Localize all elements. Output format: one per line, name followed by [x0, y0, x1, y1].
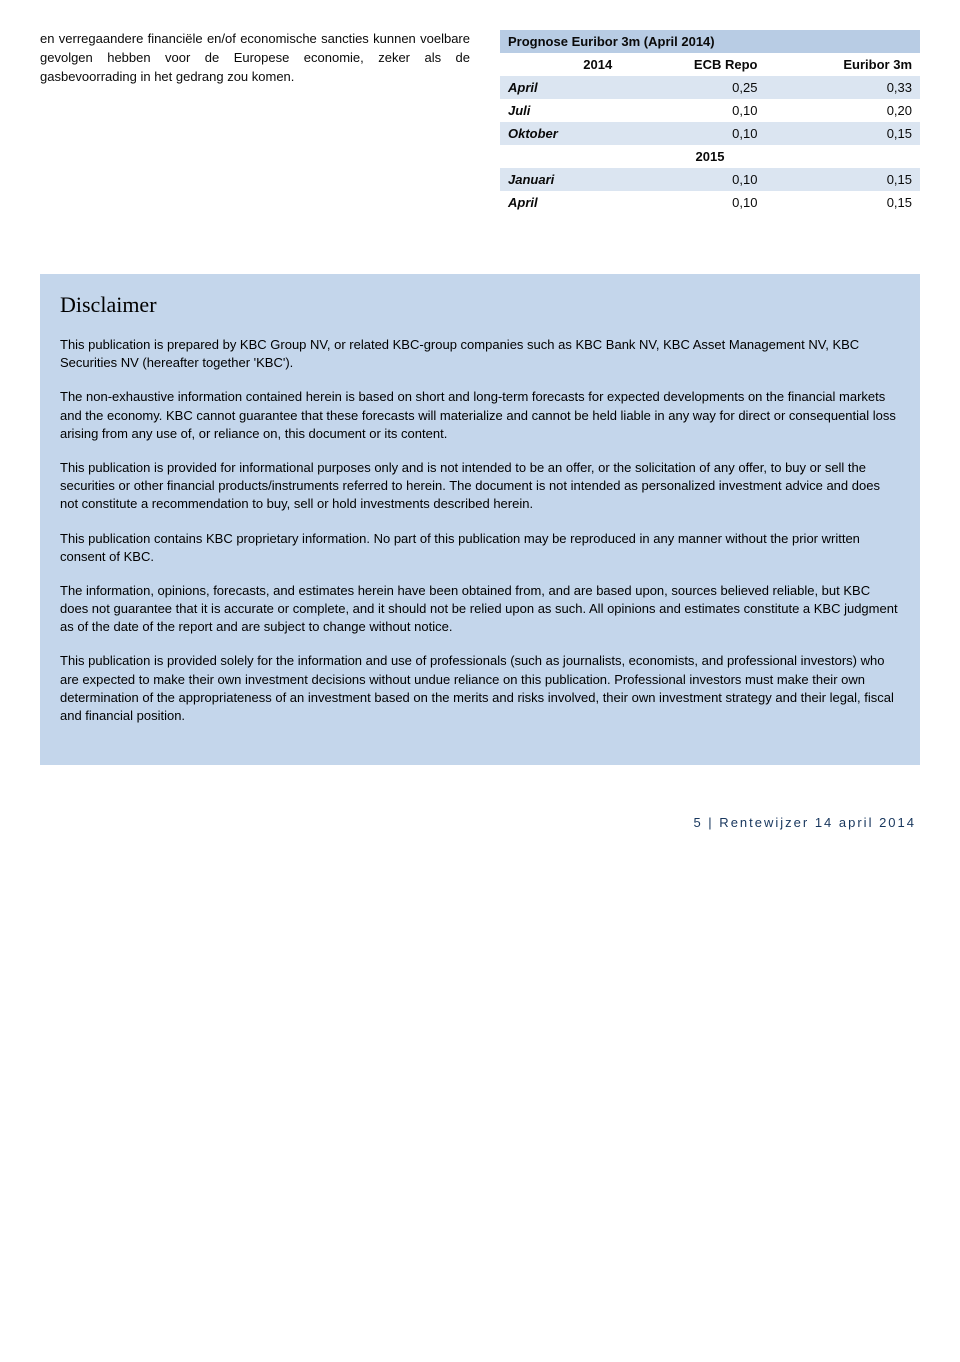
row-label: April [500, 191, 620, 214]
row-val2: 0,15 [765, 122, 920, 145]
disclaimer-p3: This publication is provided for informa… [60, 459, 900, 514]
disclaimer-p1: This publication is prepared by KBC Grou… [60, 336, 900, 372]
row-val1: 0,25 [620, 76, 765, 99]
intro-text: en verregaandere financiële en/of econom… [40, 30, 470, 87]
table-row: Januari 0,10 0,15 [500, 168, 920, 191]
header-year: 2014 [500, 53, 620, 76]
row-val1: 0,10 [620, 168, 765, 191]
page-footer: 5 | Rentewijzer 14 april 2014 [40, 815, 920, 830]
table-row: April 0,25 0,33 [500, 76, 920, 99]
header-col2: Euribor 3m [765, 53, 920, 76]
disclaimer-p6: This publication is provided solely for … [60, 652, 900, 725]
row-val2: 0,15 [765, 168, 920, 191]
disclaimer-p2: The non-exhaustive information contained… [60, 388, 900, 443]
row-label: Juli [500, 99, 620, 122]
row-val1: 0,10 [620, 191, 765, 214]
table-row: Oktober 0,10 0,15 [500, 122, 920, 145]
disclaimer-title: Disclaimer [60, 292, 900, 318]
table-title: Prognose Euribor 3m (April 2014) [500, 30, 920, 53]
intro-paragraph: en verregaandere financiële en/of econom… [40, 30, 470, 214]
table-row: April 0,10 0,15 [500, 191, 920, 214]
year-2015: 2015 [500, 145, 920, 168]
table-header-row: 2014 ECB Repo Euribor 3m [500, 53, 920, 76]
table-row: Juli 0,10 0,20 [500, 99, 920, 122]
disclaimer-p5: The information, opinions, forecasts, an… [60, 582, 900, 637]
row-val2: 0,33 [765, 76, 920, 99]
row-label: Januari [500, 168, 620, 191]
disclaimer-p4: This publication contains KBC proprietar… [60, 530, 900, 566]
row-label: April [500, 76, 620, 99]
row-val1: 0,10 [620, 122, 765, 145]
header-col1: ECB Repo [620, 53, 765, 76]
row-val2: 0,15 [765, 191, 920, 214]
disclaimer-section: Disclaimer This publication is prepared … [40, 274, 920, 765]
table-title-row: Prognose Euribor 3m (April 2014) [500, 30, 920, 53]
table-year-row: 2015 [500, 145, 920, 168]
row-val2: 0,20 [765, 99, 920, 122]
forecast-table: Prognose Euribor 3m (April 2014) 2014 EC… [500, 30, 920, 214]
row-val1: 0,10 [620, 99, 765, 122]
top-section: en verregaandere financiële en/of econom… [40, 30, 920, 214]
forecast-table-wrapper: Prognose Euribor 3m (April 2014) 2014 EC… [500, 30, 920, 214]
row-label: Oktober [500, 122, 620, 145]
